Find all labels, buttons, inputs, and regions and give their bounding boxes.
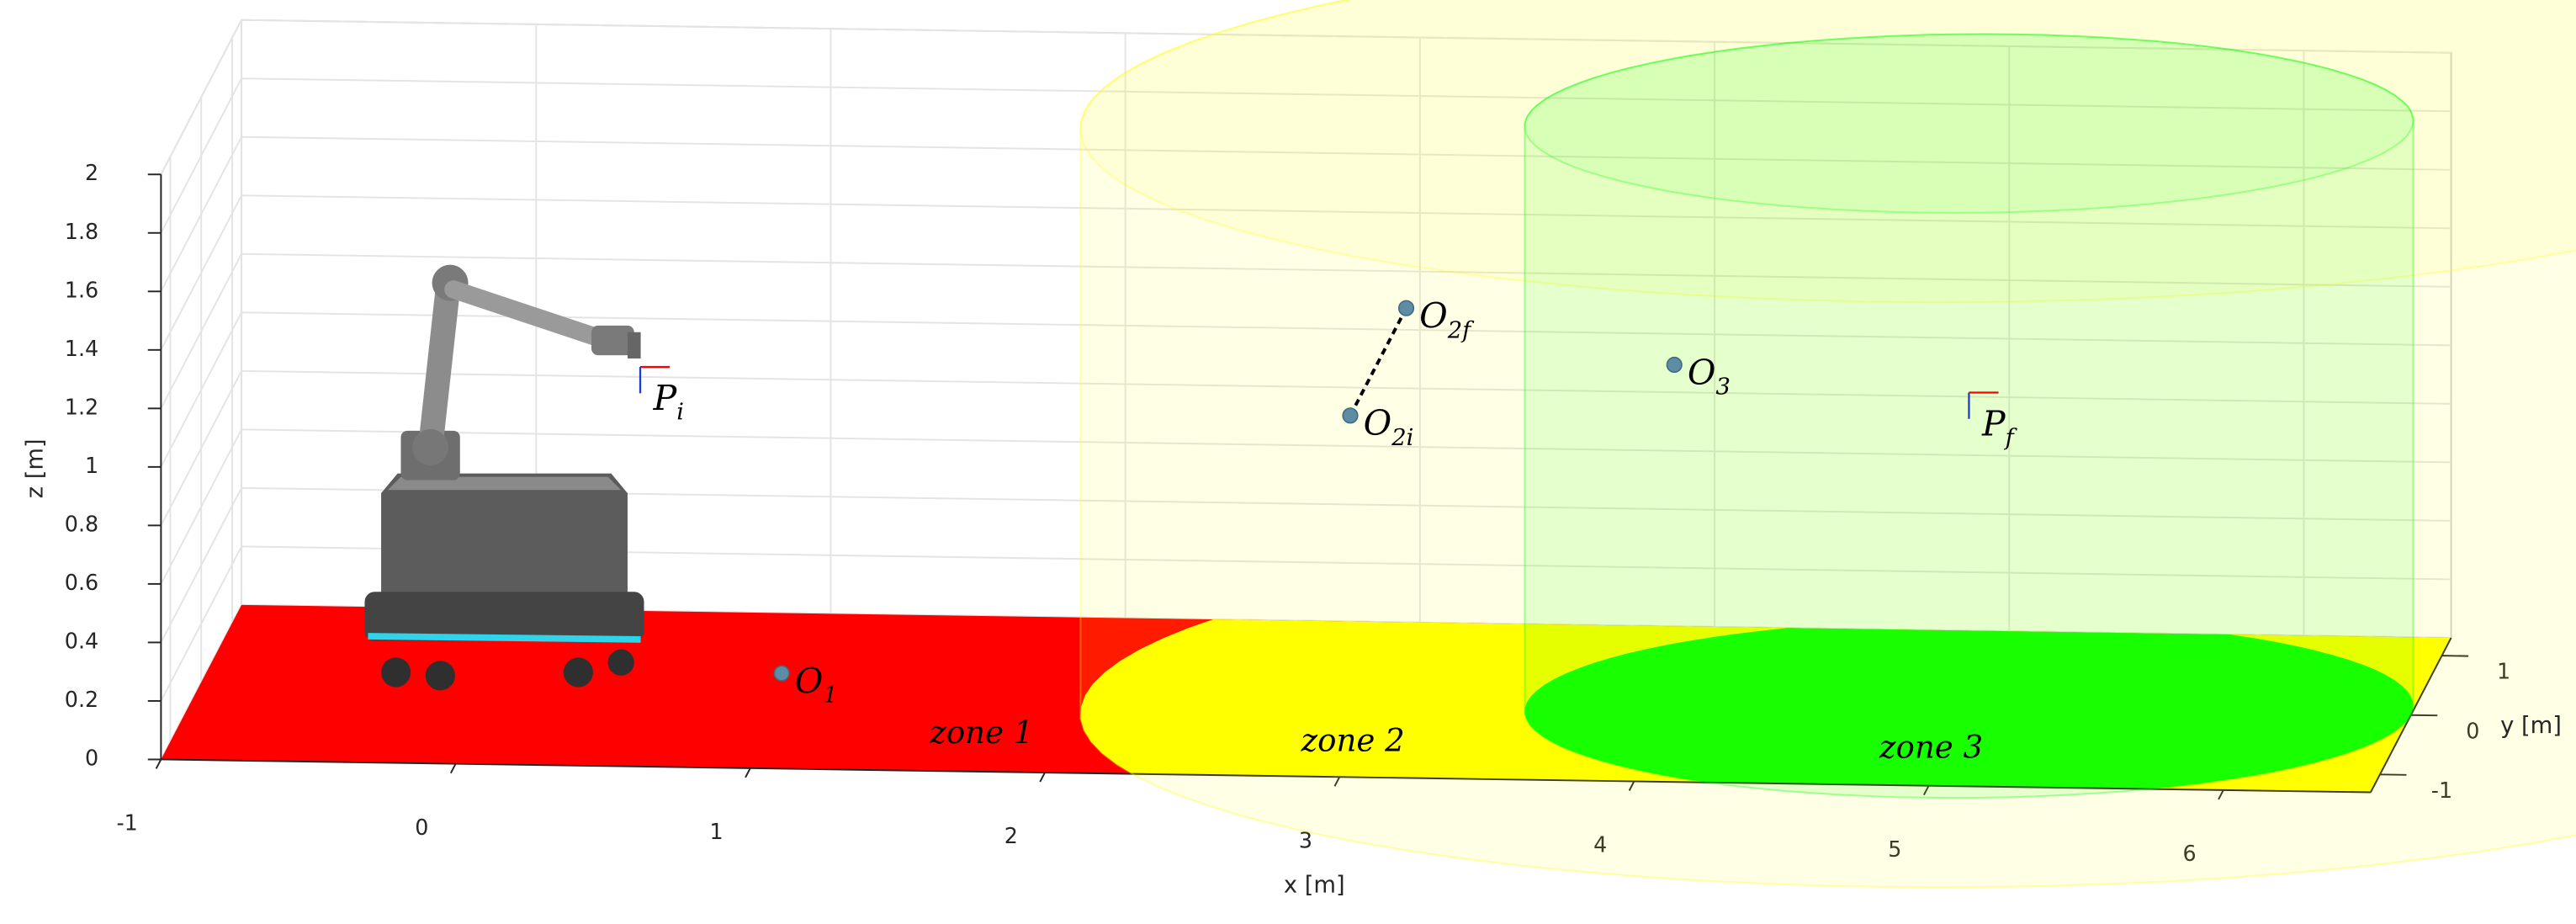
point-label-sub: 2f xyxy=(1447,317,1475,343)
robot-base xyxy=(364,592,644,641)
zone-label: zone 2 xyxy=(1301,723,1405,759)
point-label: O2i xyxy=(1364,403,1414,451)
z-tick-label: 2 xyxy=(85,160,98,185)
z-tick-label: 1.4 xyxy=(65,336,98,361)
frame-marker xyxy=(1968,391,1999,419)
robot-wheel xyxy=(563,657,593,688)
x-tick-label: 1 xyxy=(710,819,724,844)
robot-arm-link xyxy=(444,280,611,348)
x-tick-label: 0 xyxy=(415,815,428,840)
walls xyxy=(160,19,2452,760)
zone-disk xyxy=(1524,619,2414,793)
x-axis-line xyxy=(161,758,2371,794)
x-tick-label: 3 xyxy=(1299,827,1312,852)
point-label-main: P xyxy=(653,378,678,418)
zone-label: zone 3 xyxy=(1879,730,1983,766)
point-label-sub: i xyxy=(676,400,684,426)
zone-cylinder xyxy=(1079,0,2576,889)
point-label-sub: 3 xyxy=(1715,374,1730,401)
robot-joint xyxy=(412,428,449,465)
point-label-sub: 2i xyxy=(1391,425,1413,451)
point-label: O1 xyxy=(795,661,838,709)
point-label-main: O xyxy=(1688,353,1716,393)
y-axis-label: y [m] xyxy=(2500,713,2562,739)
z-tick-label: 0.6 xyxy=(65,570,98,595)
x-tick-label: -1 xyxy=(117,810,138,836)
x-tick-label: 5 xyxy=(1888,836,1901,862)
robot-wheel xyxy=(425,661,455,691)
x-tick-label: 2 xyxy=(1004,823,1018,848)
z-tick-label: 0.8 xyxy=(65,511,98,536)
grid-line xyxy=(160,369,2451,526)
grid-line xyxy=(160,545,2451,702)
point-label-sub: 1 xyxy=(823,682,837,709)
z-tick-label: 0 xyxy=(85,745,98,770)
grid-line xyxy=(160,428,2451,585)
x-tick xyxy=(449,763,457,774)
point-label-main: O xyxy=(795,661,824,702)
grid-line xyxy=(160,77,2451,234)
link xyxy=(1349,307,1408,417)
x-axis-label: x [m] xyxy=(1284,872,1345,898)
z-axis-label: z [m] xyxy=(22,438,48,498)
robot-tool xyxy=(627,332,641,358)
x-tick xyxy=(1628,781,1635,791)
zone-cylinder-top xyxy=(1524,33,2414,214)
point-label: O2f xyxy=(1419,296,1475,344)
z-tick-label: 1.2 xyxy=(65,394,98,419)
grid-line xyxy=(160,252,2451,409)
x-tick xyxy=(1922,785,1930,796)
z-tick-label: 0.2 xyxy=(65,687,98,712)
zone-cylinder-top xyxy=(1079,0,2576,304)
robot-wrist xyxy=(591,325,634,356)
z-tick-label: 0.4 xyxy=(65,628,98,653)
robot xyxy=(364,264,644,691)
robot-body xyxy=(381,473,628,596)
x-tick xyxy=(1333,776,1341,787)
point-label-main: O xyxy=(1364,403,1392,443)
point-label-main: O xyxy=(1419,296,1448,337)
robot-wheel xyxy=(381,657,411,688)
point-label: O3 xyxy=(1688,353,1731,401)
x-tick xyxy=(2218,789,2224,800)
z-tick-label: 1.6 xyxy=(65,277,98,302)
grid-line xyxy=(160,311,2451,468)
grid-line xyxy=(160,135,2451,292)
grid-line xyxy=(160,486,2451,643)
x-tick xyxy=(1039,772,1046,783)
grid-line xyxy=(160,194,2451,351)
point-label: Pi xyxy=(653,378,684,426)
zone-label: zone 1 xyxy=(929,714,1033,751)
x-tick-label: 6 xyxy=(2183,841,2197,866)
point xyxy=(1397,300,1415,316)
point xyxy=(773,665,790,682)
point xyxy=(1666,356,1683,374)
robot-wheel xyxy=(607,649,634,676)
grid-line xyxy=(160,19,2451,175)
z-tick-label: 1.8 xyxy=(65,219,98,244)
y-tick-label: 1 xyxy=(2497,659,2510,684)
point xyxy=(1342,407,1359,424)
x-tick-label: 4 xyxy=(1593,832,1607,858)
robot-arm-link xyxy=(417,270,461,460)
robot-light xyxy=(368,633,641,643)
axes: -1 0 1 2 3 4 5 6 -1 0 1 0 0.2 0.4 0.6 0.8 1 1.2 1.4 1.6 1.8 2 xyxy=(65,160,2510,866)
frame-marker xyxy=(639,365,671,394)
y-tick-label: 0 xyxy=(2466,718,2479,743)
z-tick-label: 1 xyxy=(85,453,98,478)
point-label-main: P xyxy=(1981,403,2006,443)
x-tick xyxy=(155,759,162,769)
x-tick xyxy=(745,767,751,778)
y-tick-label: -1 xyxy=(2431,778,2452,803)
cylinders xyxy=(1079,0,2576,889)
